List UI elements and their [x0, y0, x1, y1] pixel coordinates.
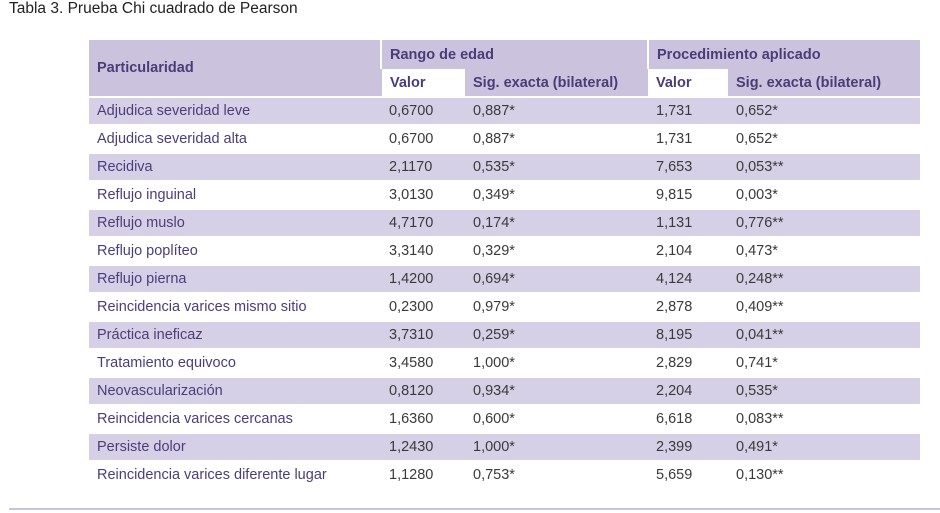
group-header-rango-edad: Rango de edad: [380, 40, 648, 69]
cell-particularidad: Neovascularización: [89, 376, 381, 405]
cell-particularidad: Práctica ineficaz: [89, 320, 381, 349]
table-row: Reflujo poplíteo 3,3140 0,329* 2,104 0,473*: [89, 236, 921, 265]
cell-proc-sig: 0,130**: [728, 460, 921, 488]
cell-edad-valor: 3,0130: [381, 180, 465, 209]
header-row-subcolumns: Valor Sig. exacta (bilateral) Valor Sig.…: [89, 69, 921, 98]
column-header-proc-valor: Valor: [648, 69, 728, 98]
table-row: Reincidencia varices mismo sitio 0,2300 0,…: [89, 292, 921, 321]
cell-particularidad: Reflujo muslo: [89, 208, 381, 237]
cell-edad-sig: 1,000*: [465, 432, 648, 461]
cell-proc-sig: 0,652*: [728, 96, 921, 125]
cell-proc-sig: 0,776**: [728, 208, 921, 237]
cell-edad-sig: 0,535*: [465, 152, 648, 181]
cell-proc-valor: 1,131: [648, 208, 728, 237]
cell-edad-sig: 0,259*: [465, 320, 648, 349]
table-row: Reincidencia varices diferente lugar 1,12…: [89, 460, 921, 488]
cell-proc-sig: 0,083**: [728, 404, 921, 433]
cell-edad-valor: 1,2430: [381, 432, 465, 461]
cell-particularidad: Recidiva: [89, 152, 381, 181]
cell-proc-valor: 6,618: [648, 404, 728, 433]
cell-edad-sig: 0,174*: [465, 208, 648, 237]
cell-proc-valor: 4,124: [648, 264, 728, 293]
cell-proc-sig: 0,409**: [728, 292, 921, 321]
cell-proc-valor: 8,195: [648, 320, 728, 349]
cell-particularidad: Reincidencia varices mismo sitio: [89, 292, 381, 321]
cell-edad-valor: 3,4580: [381, 348, 465, 377]
cell-edad-sig: 0,349*: [465, 180, 648, 209]
cell-edad-sig: 0,329*: [465, 236, 648, 265]
cell-edad-valor: 0,6700: [381, 124, 465, 153]
cell-proc-valor: 9,815: [648, 180, 728, 209]
cell-edad-valor: 0,8120: [381, 376, 465, 405]
cell-edad-valor: 1,1280: [381, 460, 465, 488]
cell-edad-valor: 0,2300: [381, 292, 465, 321]
cell-particularidad: Reflujo poplíteo: [89, 236, 381, 265]
cell-proc-valor: 1,731: [648, 96, 728, 125]
table-row: Tratamiento equivoco 3,4580 1,000* 2,829 0,7…: [89, 348, 921, 377]
cell-edad-sig: 1,000*: [465, 348, 648, 377]
cell-particularidad: Reflujo inguinal: [89, 180, 381, 209]
cell-edad-sig: 0,600*: [465, 404, 648, 433]
column-header-particularidad: Particularidad: [89, 40, 381, 97]
cell-edad-sig: 0,979*: [465, 292, 648, 321]
cell-edad-sig: 0,887*: [465, 124, 648, 153]
cell-proc-valor: 1,731: [648, 124, 728, 153]
table-row: Reincidencia varices cercanas 1,6360 0,600…: [89, 404, 921, 433]
cell-proc-valor: 2,204: [648, 376, 728, 405]
table-row: Reflujo pierna 1,4200 0,694* 4,124 0,248**: [89, 264, 921, 293]
bottom-rule: [9, 508, 940, 510]
cell-proc-sig: 0,248**: [728, 264, 921, 293]
cell-edad-valor: 4,7170: [381, 208, 465, 237]
header-row-groups: Particularidad Rango de edad Procedimien…: [89, 40, 921, 97]
column-header-edad-valor: Valor: [380, 69, 465, 98]
table-row: Neovascularización 0,8120 0,934* 2,204 0,535…: [89, 376, 921, 405]
chi-square-table: Particularidad Rango de edad Procedimien…: [89, 40, 921, 488]
table-row: Práctica ineficaz 3,7310 0,259* 8,195 0,041*…: [89, 320, 921, 349]
cell-edad-valor: 3,3140: [381, 236, 465, 265]
cell-edad-sig: 0,753*: [465, 460, 648, 488]
cell-edad-valor: 3,7310: [381, 320, 465, 349]
cell-particularidad: Tratamiento equivoco: [89, 348, 381, 377]
cell-proc-sig: 0,535*: [728, 376, 921, 405]
cell-proc-valor: 7,653: [648, 152, 728, 181]
table-row: Persiste dolor 1,2430 1,000* 2,399 0,491*: [89, 432, 921, 461]
cell-proc-valor: 2,399: [648, 432, 728, 461]
cell-proc-sig: 0,491*: [728, 432, 921, 461]
table-row: Reflujo muslo 4,7170 0,174* 1,131 0,776**: [89, 208, 921, 237]
cell-proc-sig: 0,053**: [728, 152, 921, 181]
cell-proc-valor: 2,104: [648, 236, 728, 265]
table-row: Reflujo inguinal 3,0130 0,349* 9,815 0,003*: [89, 180, 921, 209]
cell-edad-valor: 1,6360: [381, 404, 465, 433]
table-row: Adjudica severidad leve 0,6700 0,887* 1,731…: [89, 96, 921, 125]
cell-edad-valor: 1,4200: [381, 264, 465, 293]
cell-edad-valor: 2,1170: [381, 152, 465, 181]
cell-edad-sig: 0,694*: [465, 264, 648, 293]
cell-proc-valor: 2,829: [648, 348, 728, 377]
cell-proc-valor: 5,659: [648, 460, 728, 488]
cell-proc-sig: 0,041**: [728, 320, 921, 349]
cell-particularidad: Reflujo pierna: [89, 264, 381, 293]
cell-proc-valor: 2,878: [648, 292, 728, 321]
cell-particularidad: Persiste dolor: [89, 432, 381, 461]
table-row: Recidiva 2,1170 0,535* 7,653 0,053**: [89, 152, 921, 181]
cell-particularidad: Adjudica severidad alta: [89, 124, 381, 153]
column-header-edad-sig: Sig. exacta (bilateral): [465, 69, 648, 97]
cell-proc-sig: 0,473*: [728, 236, 921, 265]
cell-particularidad: Reincidencia varices cercanas: [89, 404, 381, 433]
cell-proc-sig: 0,003*: [728, 180, 921, 209]
cell-particularidad: Reincidencia varices diferente lugar: [89, 460, 381, 488]
cell-proc-sig: 0,652*: [728, 124, 921, 153]
cell-edad-sig: 0,934*: [465, 376, 648, 405]
table-row: Adjudica severidad alta 0,6700 0,887* 1,731…: [89, 124, 921, 153]
cell-particularidad: Adjudica severidad leve: [89, 96, 381, 125]
cell-proc-sig: 0,741*: [728, 348, 921, 377]
table-caption: Tabla 3. Prueba Chi cuadrado de Pearson: [9, 0, 298, 17]
cell-edad-valor: 0,6700: [381, 96, 465, 125]
cell-edad-sig: 0,887*: [465, 96, 648, 125]
column-header-proc-sig: Sig. exacta (bilateral): [728, 69, 921, 97]
group-header-procedimiento: Procedimiento aplicado: [646, 40, 921, 69]
